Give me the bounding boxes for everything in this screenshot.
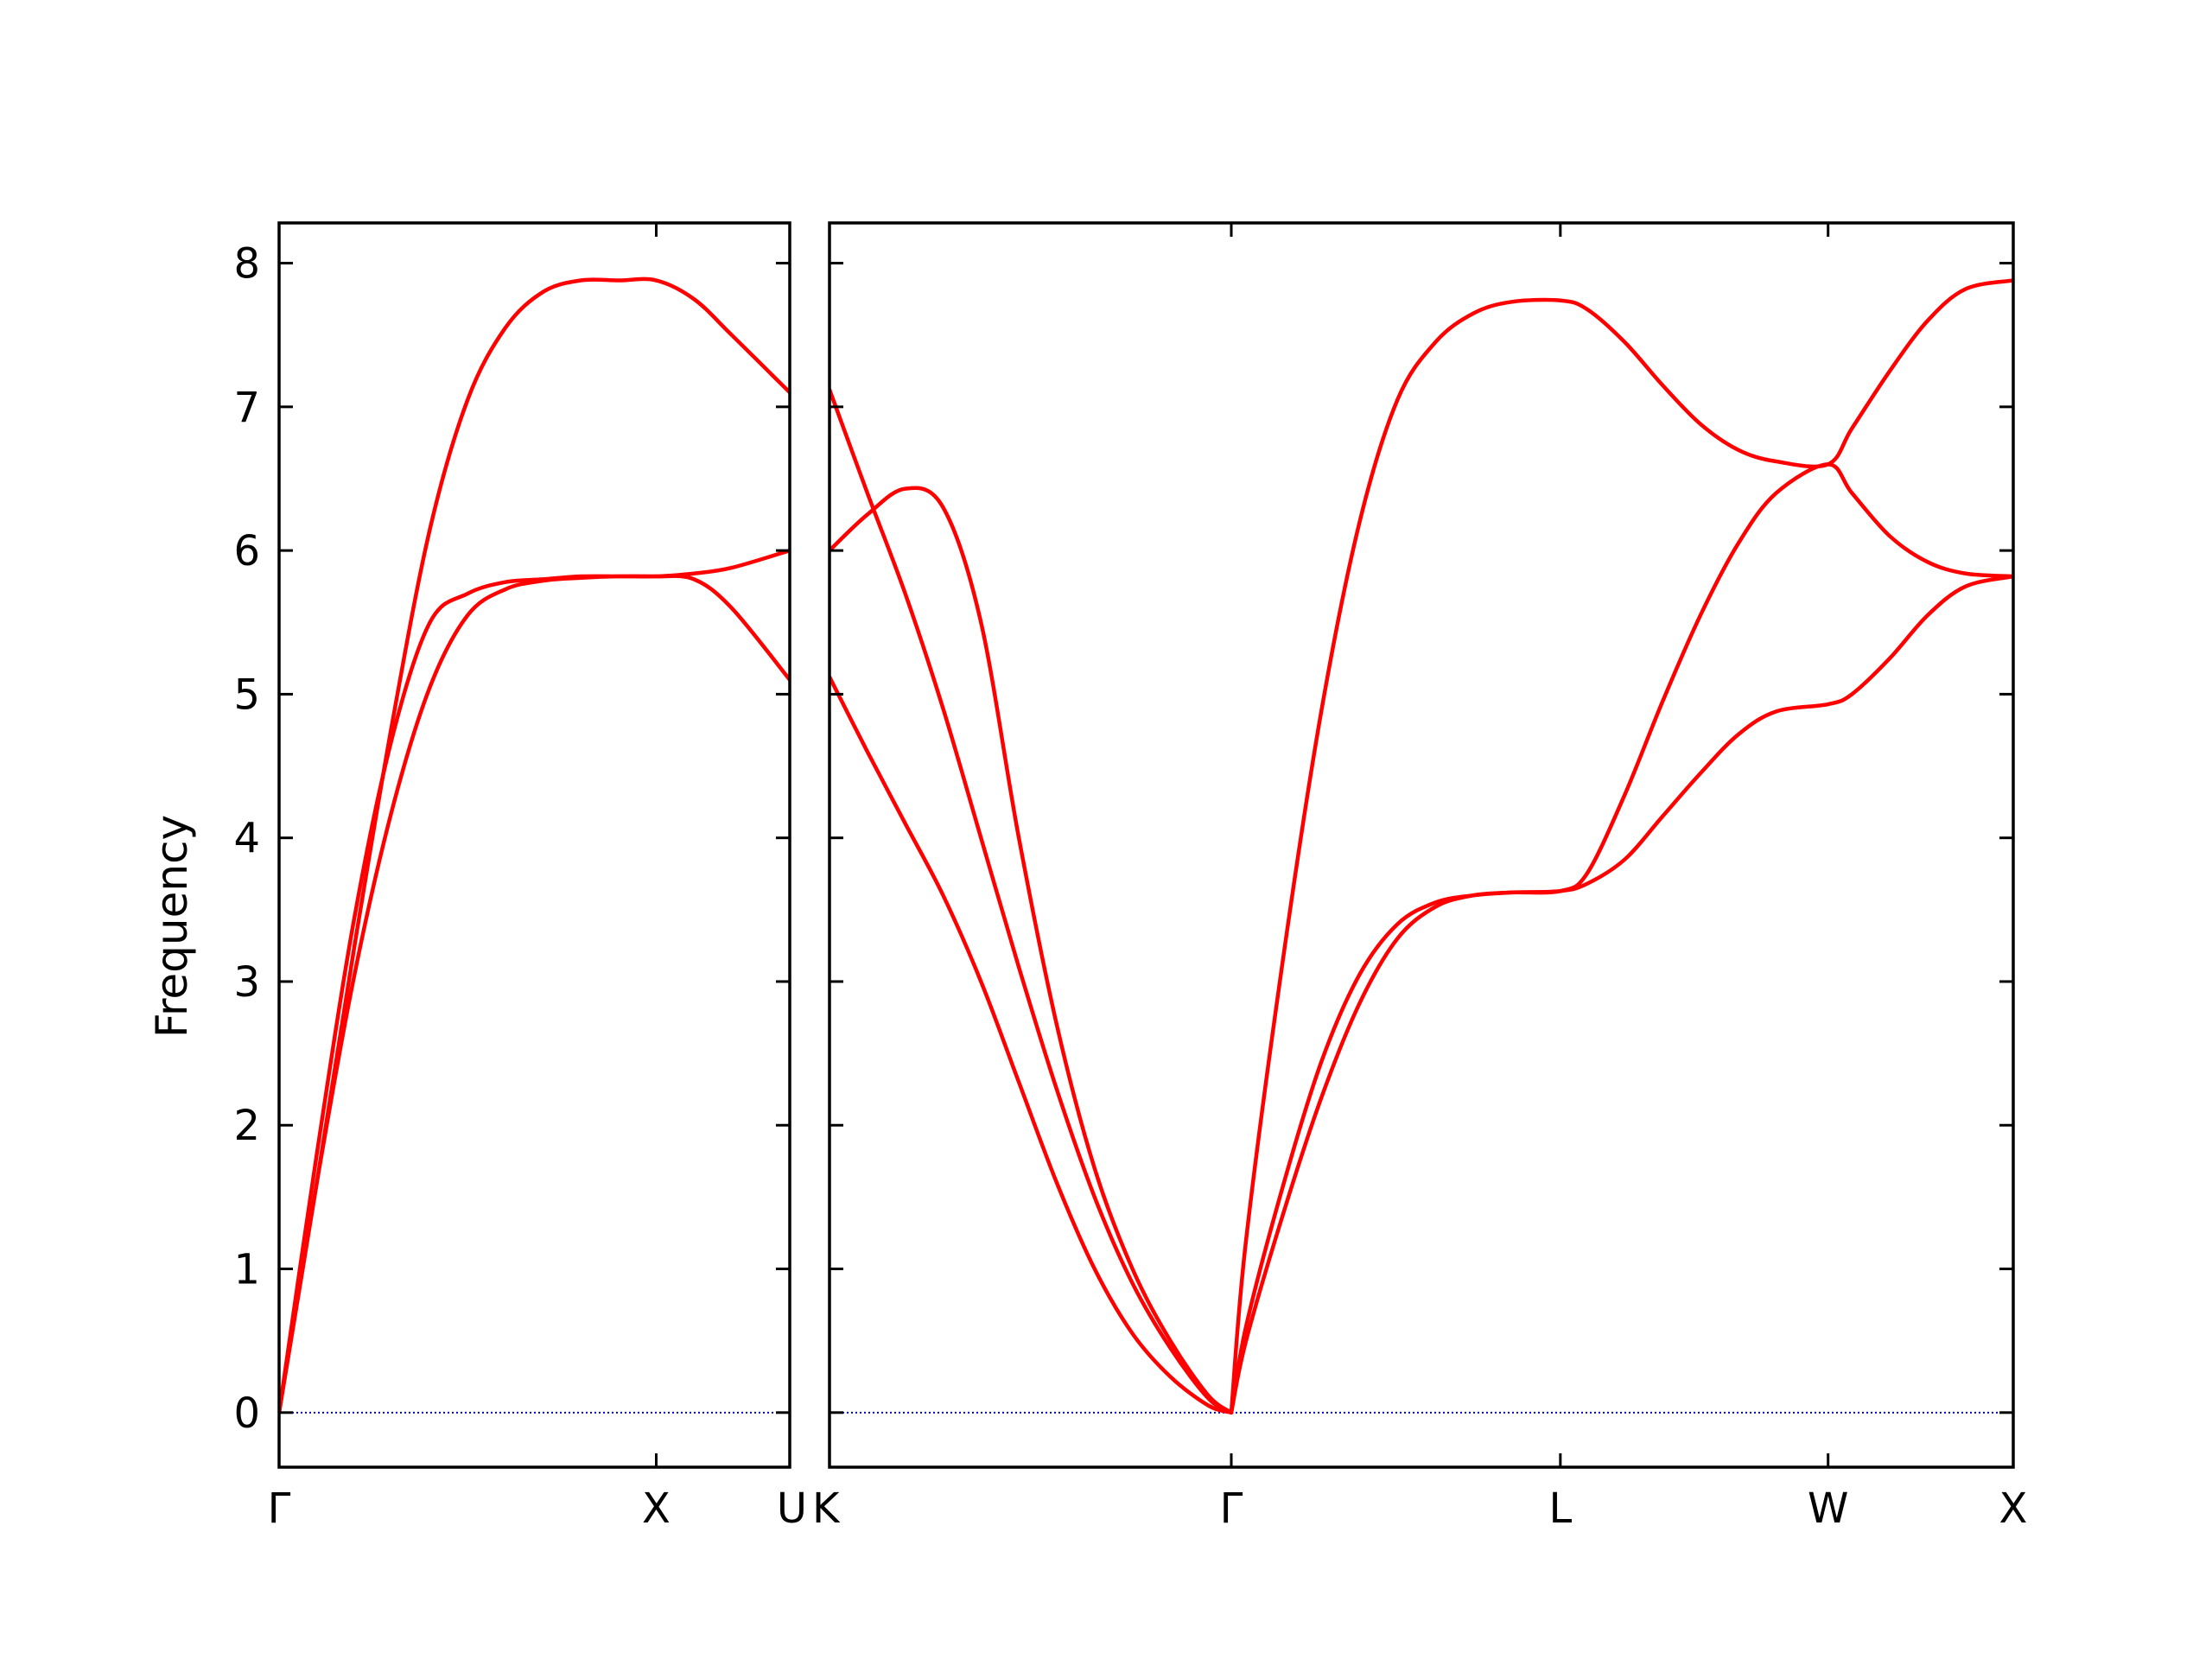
plot-panels: 0 1 2 3 4 5 6 7 8 Γ X U K Γ L W X (233, 221, 2028, 1533)
band-6-line (1229, 278, 2013, 1415)
y-tick-label: 2 (233, 1102, 260, 1150)
y-tick-label: 8 (233, 240, 260, 289)
x-tick-label: Γ (268, 1484, 291, 1533)
x-tick-label: W (1808, 1484, 1848, 1533)
band-lines (830, 278, 2013, 1415)
x-tick-label: X (1999, 1484, 2028, 1533)
y-tick-label: 0 (233, 1389, 260, 1438)
y-tick-label: 5 (233, 671, 260, 719)
panel-frame (828, 221, 2015, 1469)
band-3-line (830, 486, 1234, 1415)
y-tick-label: 6 (233, 527, 260, 575)
x-tick-label: Γ (1220, 1484, 1243, 1533)
y-tick-label: 1 (233, 1246, 260, 1294)
band-4-line (1229, 574, 2013, 1415)
y-axis-label: Frequency (147, 815, 197, 1038)
band-3-line (279, 276, 790, 1415)
panel-frame (277, 221, 791, 1469)
x-tick-label: K (812, 1484, 841, 1533)
y-tick-label: 3 (233, 958, 260, 1007)
band-2-line (830, 387, 1234, 1415)
band-1-line (830, 675, 1234, 1415)
x-tick-label: X (642, 1484, 671, 1533)
y-tick-label: 7 (233, 384, 260, 432)
x-tick-label: L (1548, 1484, 1572, 1533)
band-lines (279, 276, 790, 1415)
x-tick-label: U (777, 1484, 807, 1533)
band-5-line (1229, 462, 2013, 1415)
panel-1: 0 1 2 3 4 5 6 7 8 Γ X U (233, 221, 807, 1533)
y-tick-label: 4 (233, 815, 260, 863)
